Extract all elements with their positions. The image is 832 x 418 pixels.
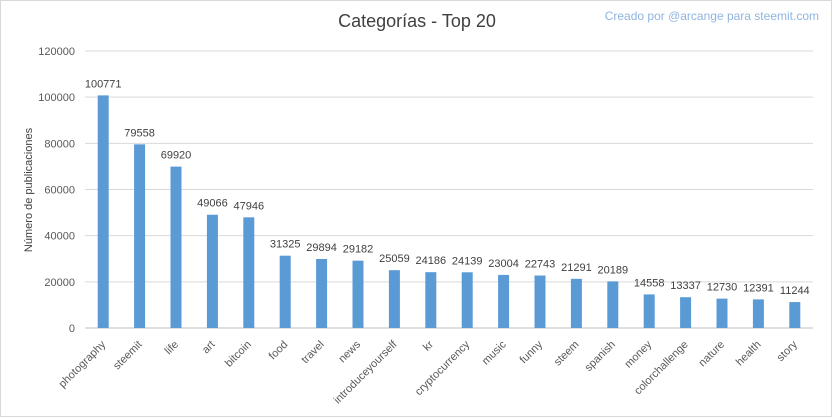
y-tick-label: 60000 (44, 185, 75, 197)
x-tick-label: bitcoin (223, 339, 254, 370)
data-label: 49066 (197, 198, 228, 210)
y-tick-label: 80000 (44, 138, 75, 150)
data-label: 20189 (598, 264, 629, 276)
y-tick-label: 120000 (38, 46, 75, 58)
x-tick-label: spanish (583, 339, 618, 374)
data-label: 11244 (780, 285, 810, 297)
bar (352, 260, 364, 328)
data-label: 79558 (124, 127, 155, 139)
y-tick-label: 0 (69, 323, 75, 335)
bar (752, 299, 764, 328)
data-label: 13337 (670, 280, 701, 292)
x-tick-label: kr (421, 338, 436, 353)
bar (279, 255, 291, 328)
bar (789, 302, 801, 328)
bar (461, 272, 473, 328)
x-tick-label: steemit (111, 339, 145, 373)
y-axis-label: Número de publicaciones (23, 127, 35, 252)
data-label: 14558 (634, 277, 665, 289)
data-label: 25059 (379, 253, 410, 265)
bar (97, 95, 109, 329)
bar (425, 272, 437, 328)
bar (316, 258, 328, 328)
bar (498, 274, 510, 328)
x-tick-label: steem (552, 339, 582, 369)
x-tick-label: story (775, 338, 801, 364)
y-tick-label: 100000 (38, 92, 75, 104)
x-tick-label: life (163, 339, 181, 357)
x-tick-label: music (480, 338, 509, 367)
data-label: 29182 (343, 244, 374, 256)
x-tick-label: food (267, 339, 291, 363)
data-label: 22743 (525, 259, 556, 271)
x-tick-label: money (622, 338, 654, 370)
chart-title: Categorías - Top 20 (338, 11, 496, 31)
data-label: 21291 (561, 262, 592, 274)
bar (680, 297, 692, 328)
x-tick-label: photography (57, 338, 109, 390)
credit-text: Creado por @arcange para steemit.com (604, 9, 819, 23)
bar (716, 298, 728, 328)
x-tick-label: introduceyourself (332, 338, 400, 406)
data-label: 47946 (234, 200, 265, 212)
x-tick-label: travel (299, 339, 327, 367)
data-label: 24186 (416, 255, 447, 267)
y-tick-label: 40000 (44, 231, 75, 243)
x-tick-label: news (336, 338, 363, 365)
bar (607, 281, 619, 328)
data-label: 29894 (306, 242, 337, 254)
x-tick-label: nature (697, 339, 728, 370)
data-label: 31325 (270, 239, 301, 251)
bar (570, 278, 582, 328)
bar (243, 217, 255, 328)
data-label: 69920 (161, 150, 192, 162)
bar (170, 166, 182, 328)
bar (206, 214, 218, 328)
bar (534, 275, 546, 328)
data-label: 12730 (707, 282, 738, 294)
x-tick-label: health (734, 339, 764, 369)
data-label: 100771 (85, 78, 122, 90)
x-tick-label: funny (518, 338, 546, 366)
data-label: 12391 (743, 282, 774, 294)
bar (643, 294, 655, 328)
bar (134, 144, 146, 328)
data-label: 23004 (488, 258, 519, 270)
bar (388, 270, 400, 328)
y-tick-label: 20000 (44, 277, 75, 289)
x-tick-label: art (200, 339, 218, 357)
data-label: 24139 (452, 255, 483, 267)
